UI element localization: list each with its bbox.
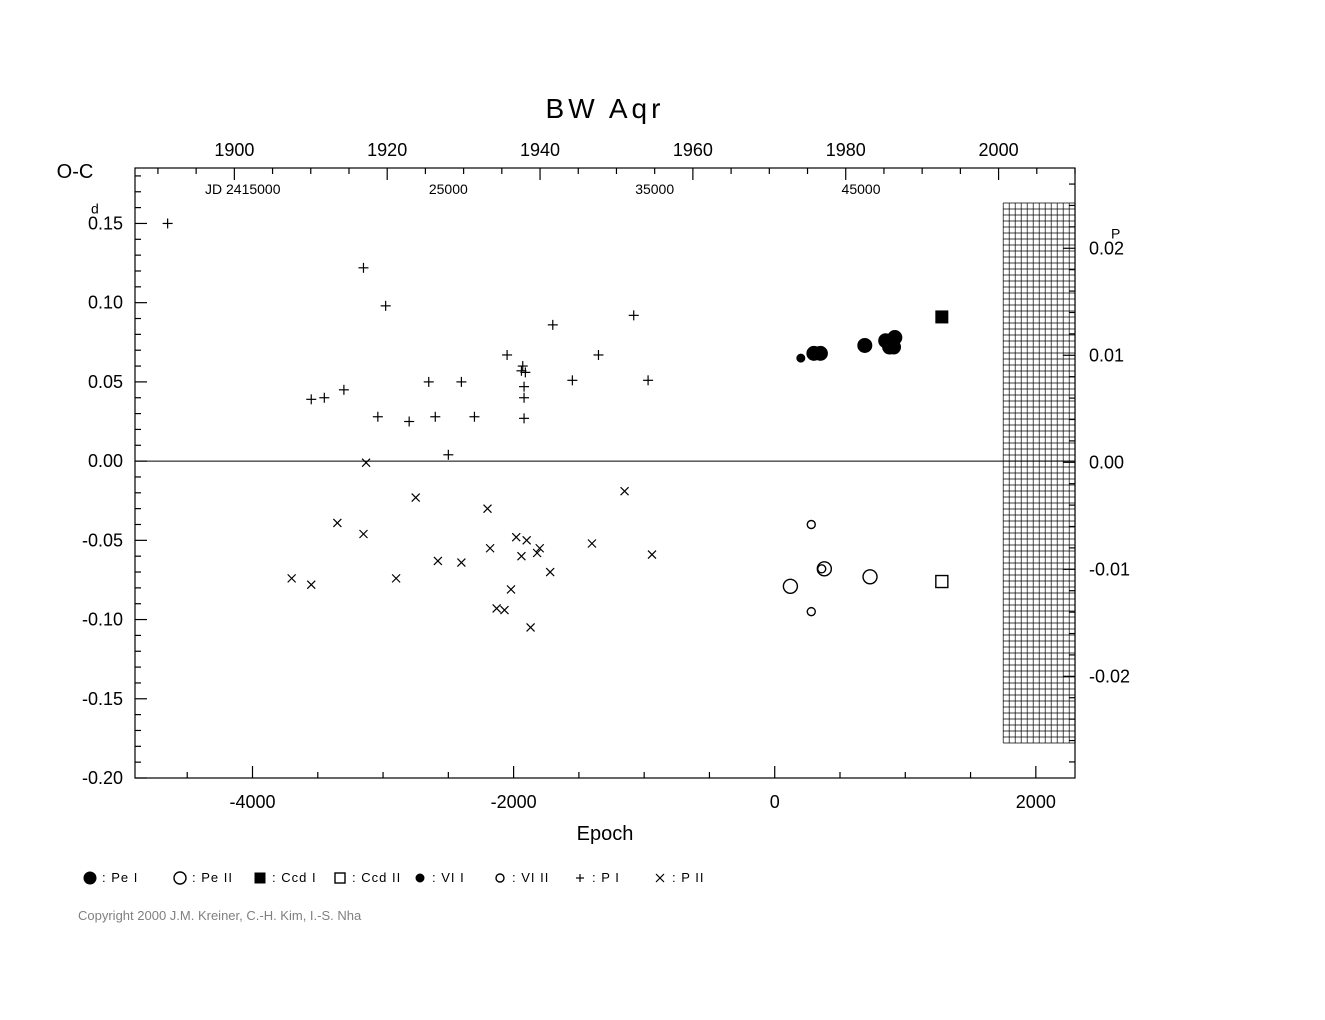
plot-frame — [135, 168, 1075, 778]
top-tick-label: 2000 — [979, 140, 1019, 160]
series-PII — [288, 459, 656, 632]
y-right-tick-label: 0.01 — [1089, 345, 1124, 365]
legend-label: : Pe I — [102, 870, 138, 885]
legend-label: : Pe II — [192, 870, 233, 885]
x-axis-label: Epoch — [577, 823, 634, 845]
chart-title: BW Aqr — [546, 93, 665, 124]
legend-label: : VI II — [512, 870, 549, 885]
y-left-superscript: d — [91, 200, 99, 216]
y-tick-label: -0.15 — [82, 689, 123, 709]
series-PeI — [807, 331, 902, 361]
legend: : Pe I : Pe II : Ccd I : Ccd II : VI I : VI I… — [84, 870, 705, 885]
top-tick-label: 1960 — [673, 140, 713, 160]
series-PeII — [783, 562, 877, 593]
y-axis-label: O-C — [57, 161, 94, 183]
y-right-tick-label: 0.00 — [1089, 452, 1124, 472]
y-right-superscript: P — [1111, 225, 1120, 241]
top-tick-label: 1940 — [520, 140, 560, 160]
series-CcdII — [936, 576, 948, 588]
series-PI — [163, 218, 653, 459]
top-tick-label: 1920 — [367, 140, 407, 160]
jd-tick-label: 25000 — [429, 181, 468, 197]
legend-label: : Ccd II — [352, 870, 401, 885]
jd-tick-label: 45000 — [842, 181, 881, 197]
y-tick-label: 0.05 — [88, 372, 123, 392]
hatched-region — [1003, 203, 1075, 743]
top-tick-label: 1980 — [826, 140, 866, 160]
series-VII_open — [807, 520, 825, 615]
chart-container: -4000 -2000 0 2000 Epoch 1900 1920 1940 1960 1980… — [0, 0, 1325, 1020]
chart-svg: -4000 -2000 0 2000 Epoch 1900 1920 1940 1960 1980… — [0, 0, 1325, 1020]
copyright-text: Copyright 2000 J.M. Kreiner, C.-H. Kim, … — [78, 908, 362, 923]
y-axis-left: -0.20-0.15-0.10-0.050.000.050.100.15 — [82, 176, 147, 788]
legend-label: : Ccd I — [272, 870, 317, 885]
series-CcdI — [936, 311, 948, 323]
y-right-tick-label: -0.02 — [1089, 666, 1130, 686]
x-tick-label: 0 — [770, 792, 780, 812]
jd-axis: JD 2415000 25000 35000 45000 — [205, 181, 881, 197]
x-axis-top: 1900 1920 1940 1960 1980 2000 — [158, 140, 1075, 180]
legend-label: : P II — [672, 870, 705, 885]
top-tick-label: 1900 — [214, 140, 254, 160]
y-tick-label: -0.05 — [82, 530, 123, 550]
y-tick-label: 0.10 — [88, 293, 123, 313]
x-tick-label: -4000 — [229, 792, 275, 812]
y-tick-label: -0.20 — [82, 768, 123, 788]
x-tick-label: 2000 — [1016, 792, 1056, 812]
legend-label: : VI I — [432, 870, 465, 885]
jd-tick-label: 35000 — [635, 181, 674, 197]
series-VII_filled — [797, 354, 805, 362]
y-tick-label: 0.00 — [88, 451, 123, 471]
data-series — [163, 218, 948, 631]
jd-label: JD 2415000 — [205, 181, 281, 197]
y-tick-label: -0.10 — [82, 610, 123, 630]
legend-label: : P I — [592, 870, 620, 885]
x-axis-bottom: -4000 -2000 0 2000 — [187, 766, 1056, 812]
y-right-tick-label: -0.01 — [1089, 559, 1130, 579]
x-tick-label: -2000 — [491, 792, 537, 812]
